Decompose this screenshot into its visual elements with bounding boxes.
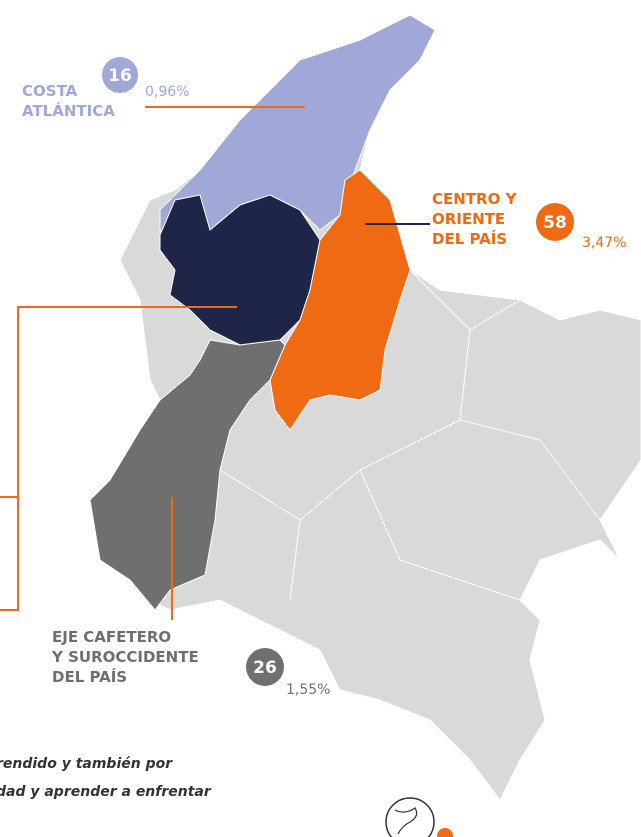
region-name: Y SUROCCIDENTE: [51, 648, 199, 666]
leader-lines: [0, 106, 430, 620]
region-centro-oriente: [269, 169, 411, 431]
region-name: ORIENTE: [432, 210, 505, 228]
region-name: DEL PAÍS: [432, 229, 507, 248]
region-percent: 0,96%: [145, 84, 189, 100]
region-name: ATLÁNTICA: [22, 101, 115, 120]
count-badge: [102, 57, 138, 93]
region-name: COSTA: [22, 82, 78, 100]
region-suroccidente: [89, 339, 286, 611]
footer-text: rendido y también por: [0, 756, 173, 772]
footer-text: dad y aprender a enfrentar: [0, 784, 212, 800]
region-percent: 1,55%: [286, 682, 330, 698]
count-badge: [246, 648, 284, 686]
count-badge: [536, 203, 574, 241]
icon-dot: [437, 828, 453, 837]
region-count: 58: [543, 213, 567, 233]
borders: [219, 269, 601, 601]
region-percent: 3,47%: [582, 235, 626, 251]
globe-icon: [385, 797, 435, 837]
globe-icon-detail: [394, 807, 418, 835]
region-name: CENTRO Y: [432, 190, 518, 208]
region-count: 16: [108, 66, 132, 86]
region-count: 26: [253, 658, 277, 678]
region-name: DEL PAÍS: [52, 667, 127, 686]
region-name: EJE CAFETERO: [52, 628, 171, 646]
